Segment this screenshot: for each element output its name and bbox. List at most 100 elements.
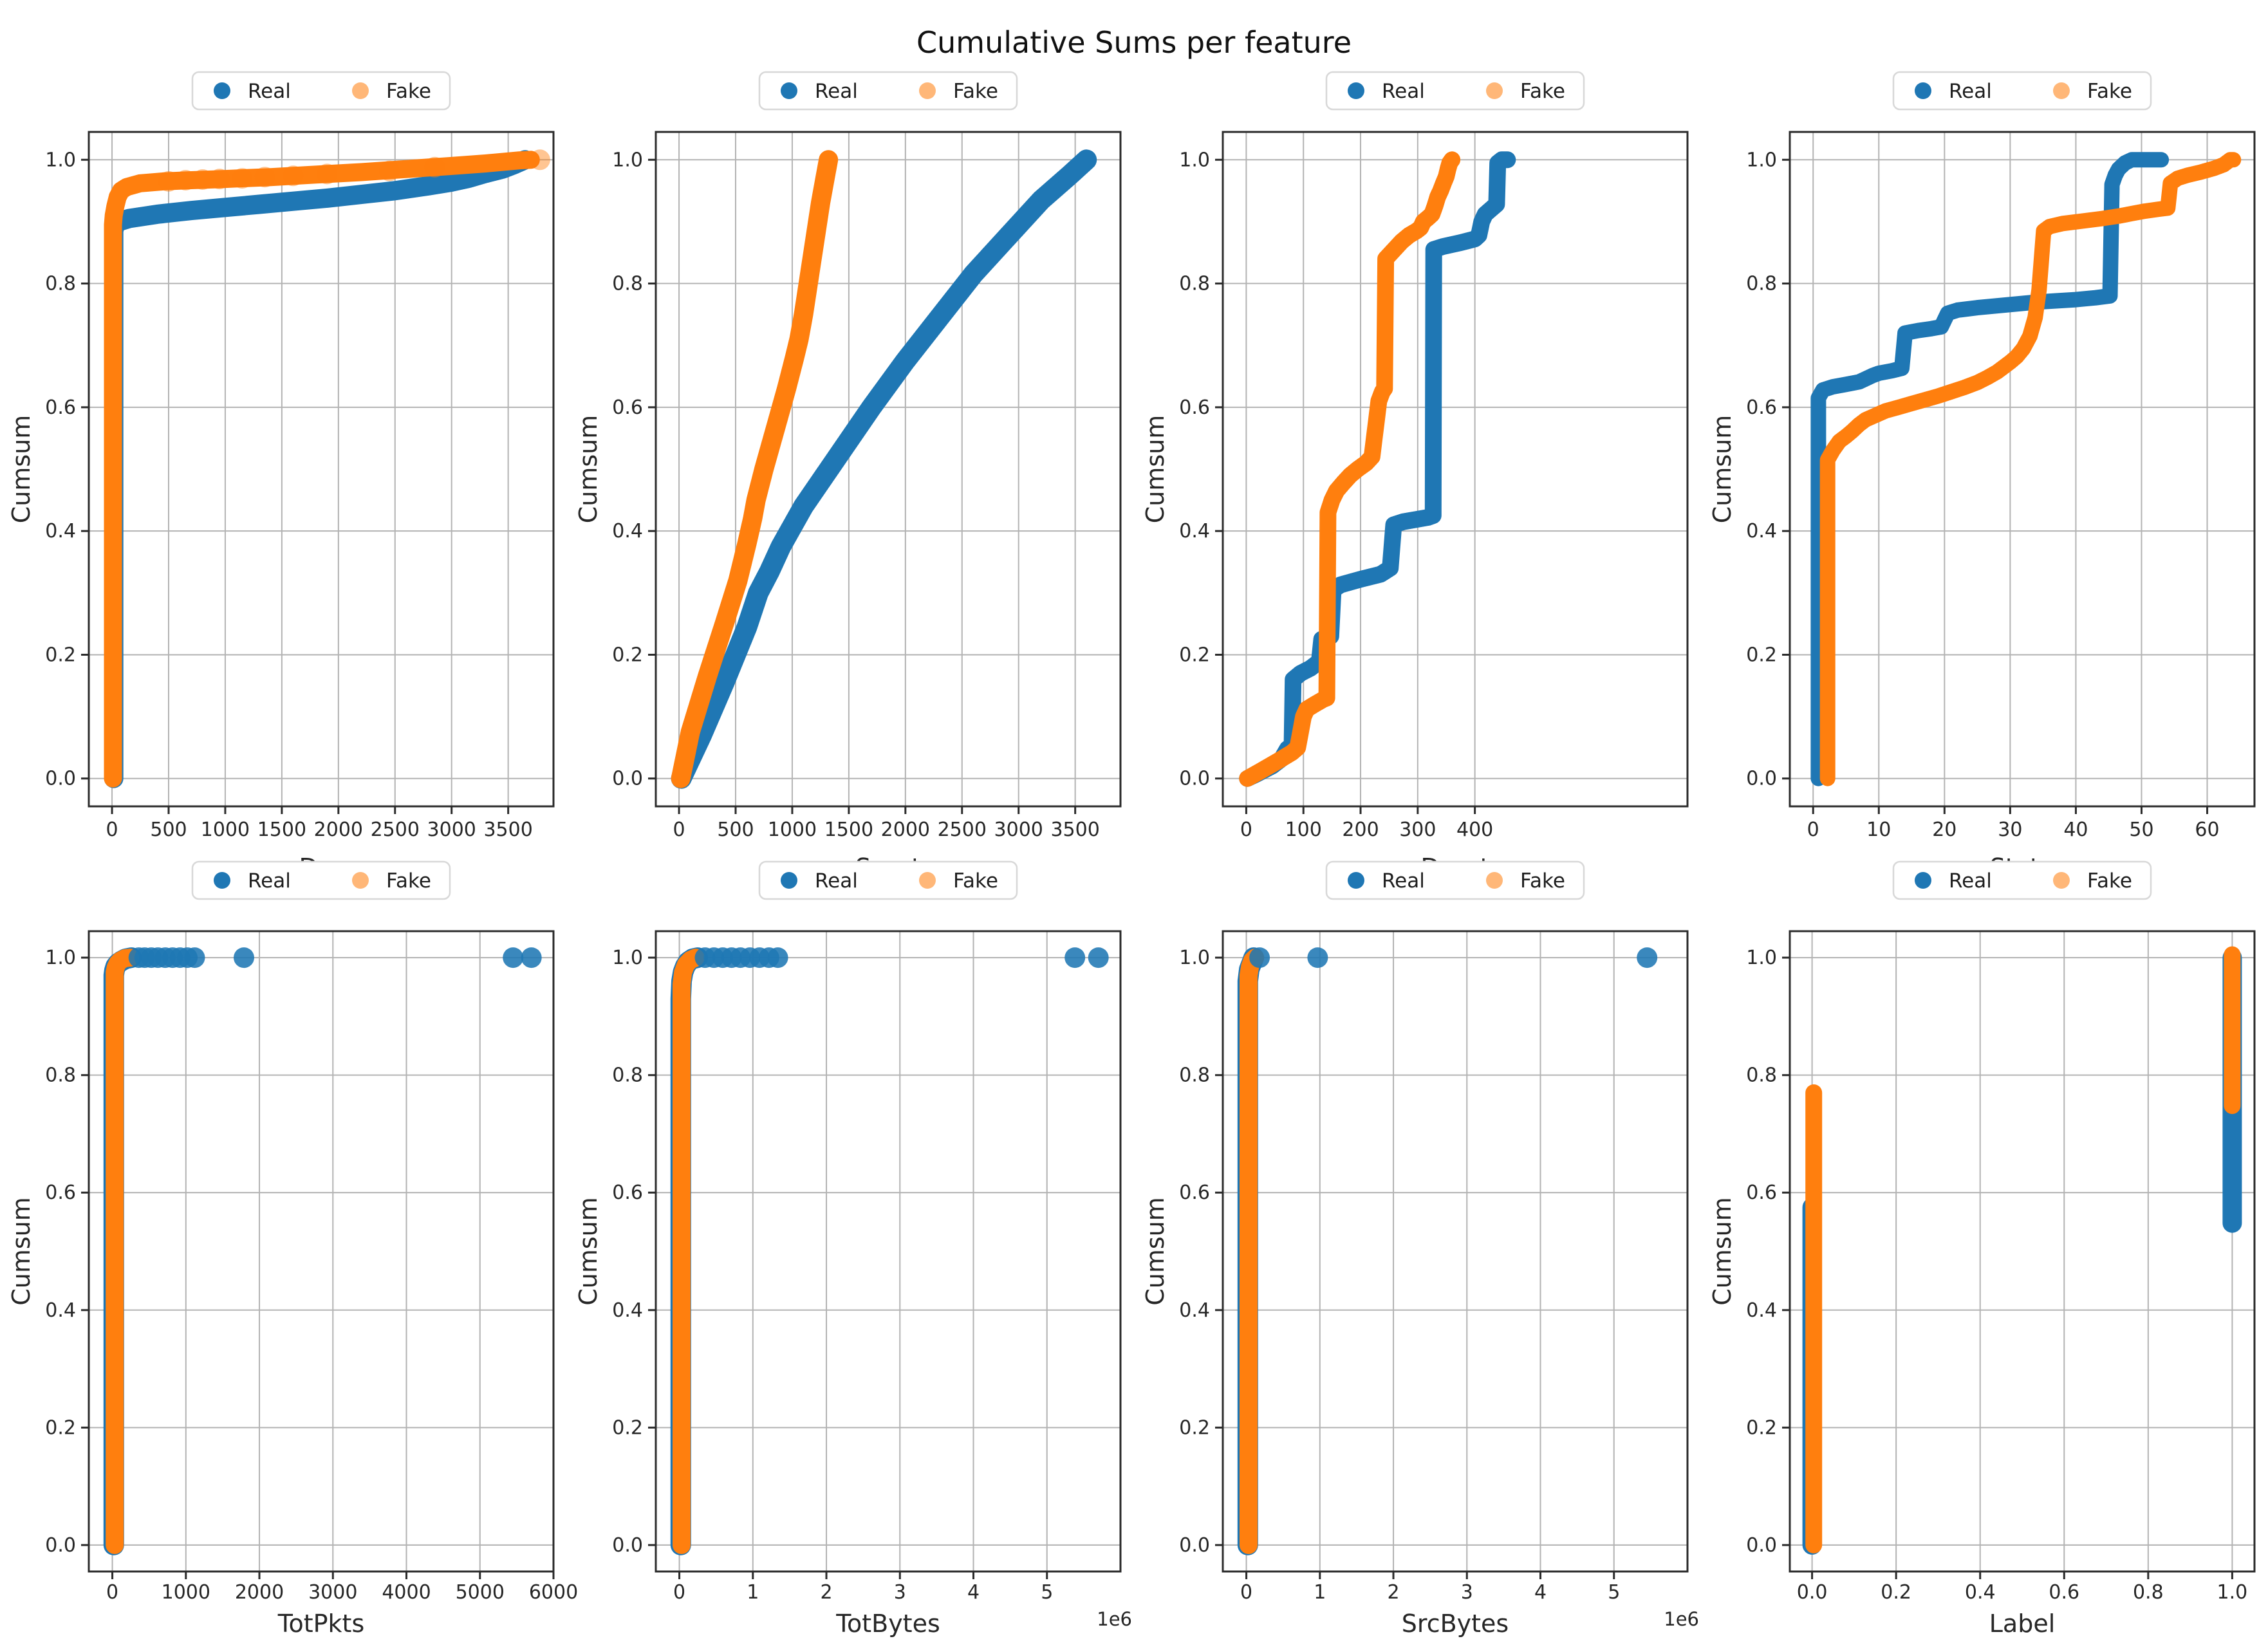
y-tick-label: 0.2 (45, 1416, 76, 1439)
x-axis-offset-label: 1e6 (1097, 1608, 1132, 1630)
y-tick-label: 0.0 (1746, 1534, 1777, 1557)
x-axis-offset-label: 1e6 (1664, 1608, 1699, 1630)
y-tick-label: 1.0 (45, 947, 76, 969)
x-tick-label: 5000 (456, 1581, 505, 1604)
axes-spines (88, 131, 555, 808)
legend-label-fake: Fake (1520, 869, 1565, 893)
subplot-sport: 0 500 1000 1500 2000 2500 3000 3500 0.0 0.2 0.4 0.6… (574, 71, 1122, 882)
legend-label-real: Real (1949, 80, 1992, 103)
axis-ticks: 0 100 200 300 400 0.0 0.2 0.4 0.6 0.8 1.0 (1179, 149, 1493, 841)
y-tick-label: 0.4 (1179, 1299, 1210, 1322)
figure-title: Cumulative Sums per feature (916, 25, 1352, 60)
real-dots (1249, 947, 1658, 969)
fake-series (104, 151, 540, 788)
legend-box (1892, 71, 2152, 111)
x-tick-label: 0 (1807, 819, 1819, 841)
legend: Real Fake (758, 860, 1018, 900)
fake-curve (1240, 949, 1265, 1554)
subplot-totbytes: 0 1 2 3 4 5 0.0 0.2 0.4 0.6 0.8 1.0 1e6 TotBytes Cumsu… (574, 860, 1132, 1638)
x-tick-label: 1500 (824, 819, 873, 841)
fake-dot (317, 163, 338, 185)
legend: Real Fake (758, 71, 1018, 111)
y-tick-label: 0.6 (1179, 1182, 1210, 1204)
x-tick-label: 1000 (201, 819, 250, 841)
x-tick-label: 2000 (235, 1581, 284, 1604)
x-tick-label: 0.2 (1881, 1581, 1911, 1604)
y-tick-label: 0.2 (1179, 644, 1210, 666)
y-tick-label: 0.2 (45, 644, 76, 666)
real-dot (1249, 947, 1270, 969)
x-tick-label: 20 (1932, 819, 1957, 841)
axes-spines (1789, 930, 2256, 1573)
x-tick-label: 4 (1534, 1581, 1547, 1604)
x-tick-label: 40 (2063, 819, 2088, 841)
x-tick-label: 500 (150, 819, 187, 841)
y-tick-label: 0.8 (1746, 273, 1777, 295)
legend-box (191, 71, 451, 111)
x-tick-label: 3000 (994, 819, 1043, 841)
subplot-totpkts: 0 1000 2000 3000 4000 5000 6000 0.0 0.2 0.4 0.6 0.8… (7, 860, 578, 1638)
fake-series (1805, 946, 2241, 1553)
legend-marker-fake (352, 82, 369, 99)
y-axis-label: Cumsum (1141, 415, 1169, 524)
legend-label-real: Real (248, 80, 291, 103)
legend-label-fake: Fake (2087, 80, 2132, 103)
y-tick-label: 0.4 (45, 1299, 76, 1322)
legend-label-real: Real (248, 869, 291, 893)
legend-marker-fake (919, 82, 936, 99)
fake-curve (104, 151, 540, 788)
y-tick-label: 0.8 (1179, 1064, 1210, 1087)
fake-curve (673, 949, 705, 1554)
y-tick-label: 0.6 (45, 1182, 76, 1204)
y-tick-label: 1.0 (1746, 149, 1777, 171)
x-axis-label: TotPkts (277, 1609, 365, 1638)
fake-dot (192, 169, 213, 190)
legend-marker-real (1915, 872, 1931, 889)
legend-marker-fake (1486, 82, 1503, 99)
legend-label-real: Real (1382, 80, 1425, 103)
x-tick-label: 200 (1342, 819, 1379, 841)
y-axis-label: Cumsum (1141, 1197, 1169, 1306)
y-tick-label: 1.0 (1746, 947, 1777, 969)
fake-dot (209, 169, 230, 190)
x-tick-label: 0 (673, 819, 685, 841)
x-tick-label: 0 (1240, 819, 1252, 841)
x-axis-label: SrcBytes (1402, 1609, 1509, 1638)
fake-curve (1239, 151, 1461, 787)
y-tick-label: 0.2 (1179, 1416, 1210, 1439)
legend: Real Fake (191, 860, 451, 900)
legend-label-real: Real (815, 80, 858, 103)
x-axis-label: TotBytes (835, 1609, 940, 1638)
legend-marker-real (781, 82, 797, 99)
y-tick-label: 0.6 (1746, 396, 1777, 419)
axis-ticks: 0 1 2 3 4 5 0.0 0.2 0.4 0.6 0.8 1.0 (612, 947, 1053, 1604)
legend: Real Fake (1892, 860, 2152, 900)
x-tick-label: 2 (1387, 1581, 1399, 1604)
legend-marker-real (1348, 82, 1364, 99)
subplot-dport: 01002003004000.00.20.40.60.81.0DportCums… (1141, 71, 1689, 882)
x-tick-label: 30 (1998, 819, 2022, 841)
x-tick-label: 400 (1456, 819, 1493, 841)
x-tick-label: 2500 (938, 819, 987, 841)
real-dot (767, 947, 788, 969)
x-tick-label: 4000 (382, 1581, 431, 1604)
legend: Real Fake (1892, 71, 2152, 111)
y-tick-label: 0.4 (612, 520, 643, 542)
x-tick-label: 1000 (162, 1581, 210, 1604)
legend-marker-real (1915, 82, 1931, 99)
real-series (1802, 948, 2242, 1555)
axes-spines (1222, 131, 1689, 808)
real-dot (521, 947, 542, 969)
legend-label-fake: Fake (386, 80, 431, 103)
y-tick-label: 1.0 (612, 947, 643, 969)
legend-box (758, 860, 1018, 900)
subplot-state: 01020304050600.00.20.40.60.81.0StateCums… (1708, 71, 2256, 882)
x-tick-label: 500 (717, 819, 754, 841)
y-axis-label: Cumsum (1708, 1197, 1736, 1306)
x-tick-label: 0.0 (1797, 1581, 1828, 1604)
x-tick-label: 2000 (881, 819, 930, 841)
x-tick-label: 2 (820, 1581, 832, 1604)
fake-dot (424, 156, 445, 178)
grid-lines (89, 931, 554, 1571)
legend-box (758, 71, 1018, 111)
